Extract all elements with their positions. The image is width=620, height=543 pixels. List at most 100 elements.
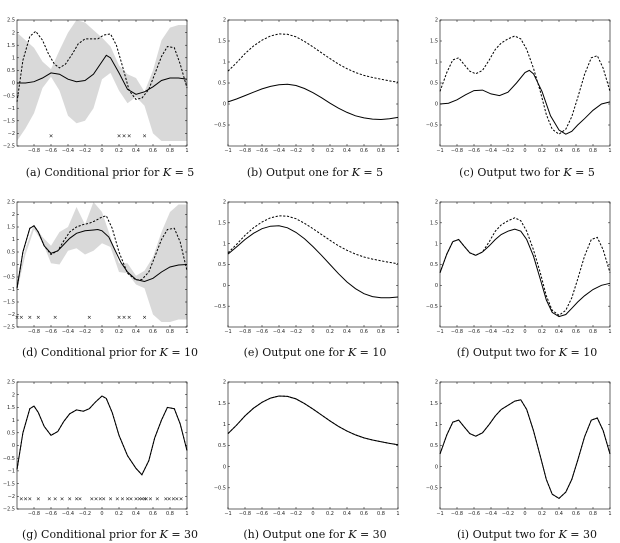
y-tick-label: −0.5 — [214, 486, 226, 492]
y-tick-label: 1.5 — [7, 43, 15, 49]
observation-marker: × — [122, 315, 127, 321]
observation-marker: × — [167, 497, 172, 503]
y-tick-label: 1 — [435, 60, 438, 66]
series-line-dashed — [439, 399, 611, 500]
series-line-solid — [439, 399, 611, 500]
caption-label: (c) Output two for — [459, 166, 563, 179]
y-tick-label: 0 — [12, 262, 15, 268]
x-tick-label: −0.6 — [468, 511, 480, 517]
caption-variable: K — [562, 166, 572, 179]
x-tick-label: 0.6 — [572, 511, 580, 517]
x-tick-label: −0.8 — [239, 329, 251, 335]
observation-marker: × — [142, 497, 147, 503]
y-tick-label: −0.5 — [3, 275, 15, 281]
y-tick-label: −0.5 — [214, 304, 226, 310]
x-tick-label: −0.4 — [62, 329, 74, 335]
x-tick-label: −0.6 — [45, 148, 57, 154]
x-tick-label: −0.4 — [273, 148, 285, 154]
observation-marker: × — [87, 315, 92, 321]
panel-h: −1 −0.8 −0.6 −0.4 −0.2 0 0.2 0.4 0.6 0.8 1 −0.5 0 0.5… — [214, 380, 400, 541]
x-tick-label: 0.2 — [326, 148, 334, 154]
y-tick-label: 0.5 — [218, 443, 226, 449]
x-tick-label: −0.8 — [239, 148, 251, 154]
observation-marker: × — [74, 497, 79, 503]
x-tick-label: −0.6 — [468, 329, 480, 335]
caption-value: = 5 — [572, 166, 595, 179]
x-tick-label: −1 — [436, 329, 443, 335]
observation-marker: × — [27, 315, 32, 321]
observation-marker: × — [137, 497, 142, 503]
x-tick-label: 0.6 — [149, 511, 157, 517]
x-tick-label: −0.6 — [45, 511, 57, 517]
x-tick-label: 1 — [396, 148, 399, 154]
observation-marker: × — [142, 315, 147, 321]
x-tick-label: 0.2 — [326, 511, 334, 517]
x-tick-label: 0.8 — [589, 148, 597, 154]
y-tick-label: 1 — [435, 422, 438, 428]
x-tick-label: 0 — [523, 511, 526, 517]
observation-marker: × — [67, 497, 72, 503]
y-tick-label: 2 — [12, 392, 15, 398]
x-tick-label: 1 — [185, 511, 188, 517]
series-line-solid — [227, 395, 399, 446]
x-tick-label: 0.8 — [166, 329, 174, 335]
caption-value: = 30 — [567, 528, 597, 541]
panel-i: −1 −0.8 −0.6 −0.4 −0.2 0 0.2 0.4 0.6 0.8 1 −0.5 0 0.5… — [426, 380, 612, 541]
x-tick-label: 0 — [100, 329, 103, 335]
x-tick-label: 0.2 — [115, 329, 123, 335]
y-tick-label: 2.5 — [7, 18, 15, 24]
caption-label: (d) Conditional prior for — [22, 346, 160, 359]
plot-frame — [439, 201, 611, 328]
x-tick-label: 0.4 — [132, 148, 140, 154]
caption-variable: K — [558, 346, 568, 359]
plot-frame — [227, 201, 399, 328]
x-tick-label: 0 — [100, 148, 103, 154]
y-tick-label: 0 — [12, 81, 15, 87]
caption-variable: K — [351, 166, 361, 179]
x-tick-label: 0.4 — [132, 329, 140, 335]
y-tick-label: 1 — [223, 60, 226, 66]
y-tick-label: 0 — [435, 464, 438, 470]
panel-g: × × × × × × × × ×× × × ×× × × × ×× ××××× × × ×× ×× ×−0.8 −0.6−… — [3, 380, 198, 541]
y-tick-label: 1.5 — [218, 401, 226, 407]
y-tick-label: 1 — [12, 56, 15, 62]
observation-marker: × — [155, 497, 160, 503]
observation-marker: × — [117, 315, 122, 321]
x-tick-label: 0.8 — [166, 511, 174, 517]
x-tick-label: 0.2 — [326, 329, 334, 335]
observation-marker: × — [94, 497, 99, 503]
observation-marker: × — [19, 315, 24, 321]
x-tick-label: 0.4 — [555, 511, 563, 517]
x-tick-label: −1 — [224, 511, 231, 517]
x-tick-label: −0.2 — [290, 148, 302, 154]
x-tick-label: −0.6 — [45, 329, 57, 335]
x-tick-label: 0.2 — [115, 511, 123, 517]
observation-marker: × — [127, 315, 132, 321]
y-tick-label: −1 — [8, 469, 15, 475]
caption-variable: K — [159, 528, 169, 541]
caption-value: = 30 — [168, 528, 198, 541]
observation-marker: × — [49, 134, 54, 140]
series-line-solid — [439, 228, 611, 318]
x-tick-label: 0.2 — [538, 148, 546, 154]
panel-b: −1 −0.8 −0.6 −0.4 −0.2 0 0.2 0.4 0.6 0.8 1 −0.5 0 0.5… — [214, 18, 400, 179]
y-tick-label: 0.5 — [7, 431, 15, 437]
y-tick-label: −1 — [8, 106, 15, 112]
x-tick-label: −0.4 — [62, 511, 74, 517]
x-tick-label: −0.2 — [290, 329, 302, 335]
y-tick-label: 1.5 — [218, 221, 226, 227]
x-tick-label: −0.8 — [28, 329, 40, 335]
confidence-band — [17, 20, 187, 141]
y-tick-label: 2 — [435, 18, 438, 24]
y-tick-label: 1 — [12, 418, 15, 424]
x-tick-label: 0.2 — [538, 329, 546, 335]
observation-marker: × — [179, 497, 184, 503]
observation-marker: × — [122, 134, 127, 140]
y-tick-label: 1 — [223, 241, 226, 247]
x-tick-label: 0.6 — [149, 329, 157, 335]
observation-marker: × — [120, 497, 125, 503]
observation-marker: × — [19, 497, 24, 503]
y-tick-label: 2 — [435, 380, 438, 386]
y-tick-label: 0 — [435, 102, 438, 108]
series-line-solid — [227, 83, 399, 121]
